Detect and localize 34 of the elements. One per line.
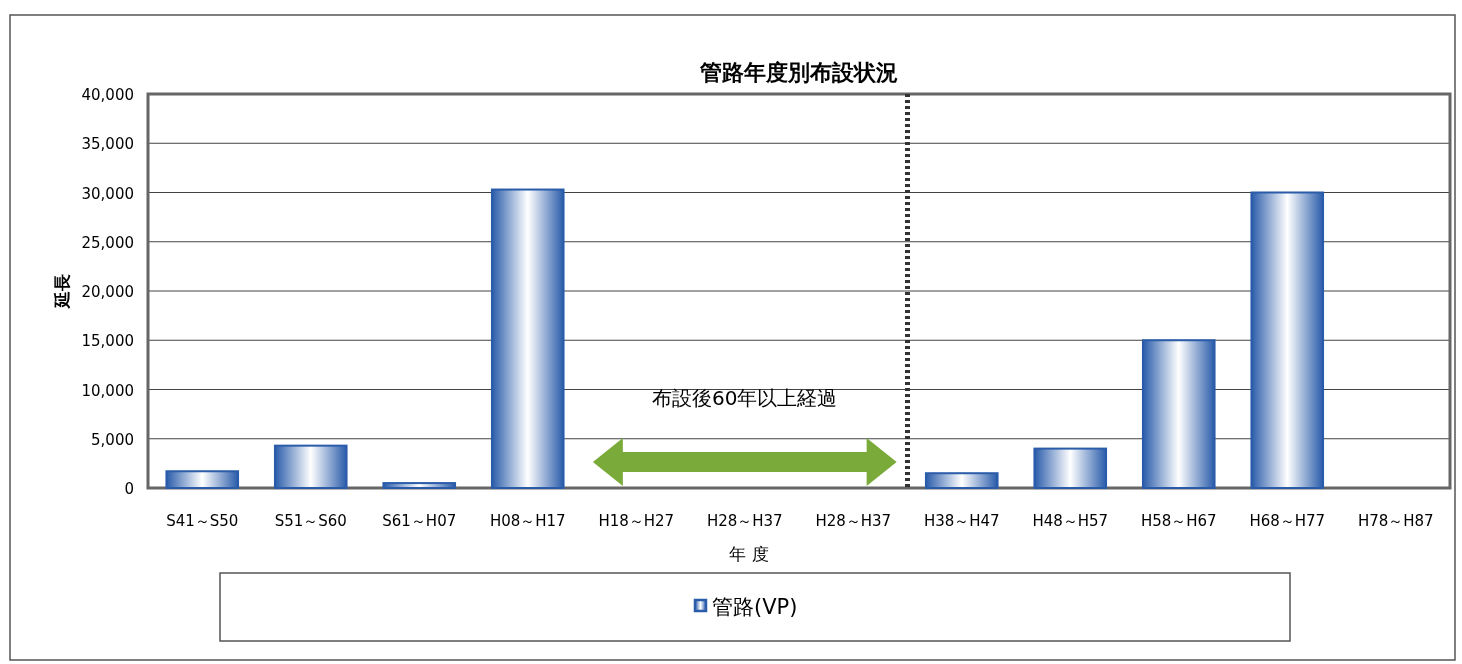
bar: [1250, 191, 1325, 489]
x-tick-label: H78～H87: [1357, 512, 1434, 530]
bar: [924, 472, 999, 489]
y-tick-label: 35,000: [81, 135, 134, 154]
y-tick-label: 0: [124, 480, 134, 498]
x-tick-label: H18～H27: [598, 512, 675, 530]
bar: [1141, 339, 1216, 489]
x-tick-label: H28～H37: [815, 512, 892, 530]
x-tick-label: H48～H57: [1032, 512, 1109, 530]
x-tick-label: S51～S60: [274, 512, 347, 530]
bar: [273, 444, 348, 489]
x-tick-label: S61～H07: [382, 512, 457, 530]
x-tick-label: H28～H37: [706, 512, 783, 530]
y-tick-label: 5,000: [91, 430, 134, 449]
x-axis-title: 年 度: [729, 544, 769, 564]
x-tick-label: S41～S50: [166, 512, 239, 530]
x-tick-label: H08～H17: [489, 512, 566, 530]
annotation: 布設後60年以上経過: [652, 386, 838, 410]
chart-title: 管路年度別布設状況: [699, 60, 898, 85]
y-tick-label: 10,000: [81, 381, 134, 400]
y-axis-title: 延長: [52, 274, 72, 310]
x-tick-label: H68～H77: [1249, 512, 1326, 530]
bar: [1033, 447, 1108, 489]
y-tick-label: 15,000: [81, 332, 134, 351]
y-tick-label: 20,000: [81, 283, 134, 301]
y-tick-label: 40,000: [81, 86, 134, 104]
y-tick-label: 30,000: [81, 184, 134, 203]
y-tick-label: 25,000: [81, 233, 134, 252]
bar: [165, 470, 240, 489]
bar: [490, 188, 565, 489]
bar: [382, 482, 457, 489]
legend-label: 管路(VP): [712, 595, 798, 619]
x-tick-label: H38～H47: [923, 512, 1000, 530]
x-tick-label: H58～H67: [1140, 512, 1217, 530]
